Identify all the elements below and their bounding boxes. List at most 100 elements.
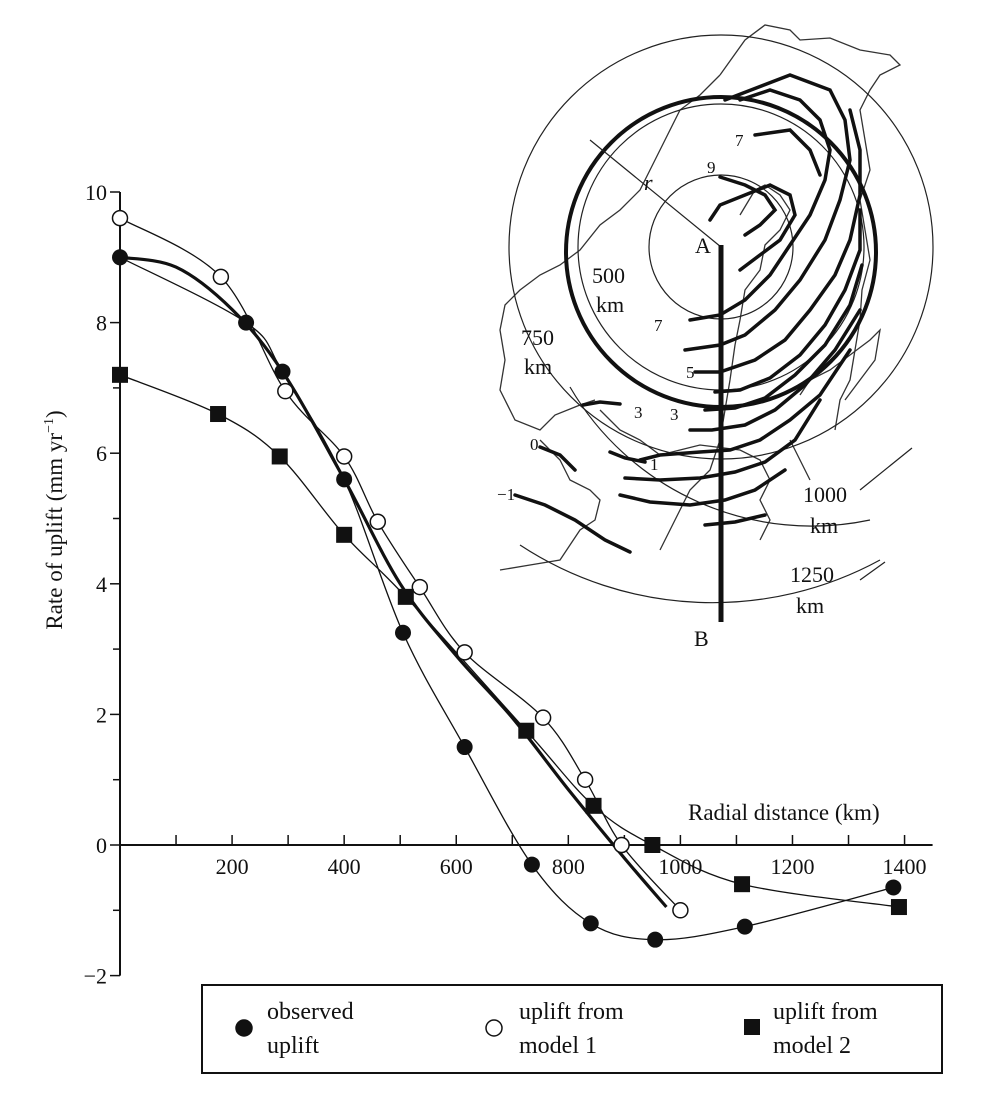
contour-0b [538,445,577,472]
model1-uplift-point [456,644,473,661]
y-tick-label: 10 [85,180,107,205]
contour-0a [623,398,822,482]
contour-label-minus1: −1 [497,485,515,504]
x-tick-label: 800 [552,854,585,879]
ring-label-750-unit: km [524,354,552,379]
model2-uplift-point [210,406,227,423]
ring-label-500-unit: km [596,292,624,317]
y-tick-label: 4 [96,572,107,597]
y-tick-label: −2 [84,964,107,989]
contour-label-3-left: 3 [634,403,643,422]
legend-marker-model2 [744,1019,760,1035]
map-coastline-north [719,24,902,431]
x-tick-label: 200 [216,854,249,879]
observed-uplift-point [336,471,353,488]
model2-uplift-point [518,722,535,739]
x-tick-label: 400 [328,854,361,879]
radius-label: r [644,170,653,195]
profile-label-a: A [695,233,711,258]
model2-uplift-point [734,876,751,893]
x-tick-label: 1000 [658,854,702,879]
legend-marker-model1 [485,1019,503,1037]
model1-uplift-point [335,448,353,465]
contour-label-7-upper: 7 [735,131,744,150]
y-tick-label: 6 [96,441,107,466]
contour-8 [708,183,797,272]
observed-uplift-point [456,739,473,756]
x-tick-label: 1400 [883,854,927,879]
ring-1250km-arc [519,544,881,604]
contour-7a [688,88,832,322]
y-tick-label: 0 [96,833,107,858]
map-coastline-west [499,74,721,431]
radius-line [589,139,722,248]
legend-marker-observed [235,1019,253,1037]
model1-uplift-point [576,771,594,788]
x-tick-label: 1200 [770,854,814,879]
contour-5 [693,108,862,374]
map-coastline-gulf [659,184,791,551]
inset-map: 500 km 750 km 1000 km 1250 km r A B 9 7 … [497,24,934,651]
series-line-thick-curve [119,255,668,909]
contour-4 [713,208,862,394]
contour-6 [683,73,852,352]
model1-uplift-point [534,709,552,726]
model2-uplift-point [112,366,128,383]
model1-uplift-point [111,209,129,227]
x-tick-label: 600 [440,854,473,879]
model1-uplift-point [212,268,230,286]
ring-1250km-arc-right [859,561,886,581]
contour-label-3-right: 3 [670,405,679,424]
contour-label-7-lower: 7 [654,316,663,335]
contour-m2 [703,513,767,527]
model2-uplift-point [585,797,602,814]
contour-m1a [618,468,787,507]
legend-label-observed-line2: uplift [267,1033,319,1059]
observed-uplift-point [647,931,664,948]
observed-uplift-point [274,363,291,380]
profile-label-b: B [694,626,709,651]
observed-uplift-point [112,249,128,266]
contour-m1b [513,493,632,554]
observed-uplift-point [885,879,902,896]
model2-uplift-point [271,448,288,465]
series-lines [119,217,900,941]
series-line-filled-square [119,374,900,908]
legend-label-model1-line1: uplift from [519,999,624,1025]
ring-label-1250-value: 1250 [790,562,834,587]
uplift-contours [513,73,864,554]
legend-label-model1-line2: model 1 [519,1033,597,1059]
observed-uplift-point [395,624,412,641]
y-axis-title-sup: −1 [42,418,57,433]
model2-uplift-point [890,899,907,916]
model1-uplift-point [369,513,387,531]
ring-label-1000-unit: km [810,513,838,538]
model2-uplift-point [644,837,661,853]
model1-uplift-point [277,382,294,400]
contour-1a [638,348,852,462]
contour-2 [688,308,862,432]
series-markers [111,209,907,948]
model1-uplift-point [411,578,429,596]
contour-7b [753,128,822,177]
y-tick-label: 8 [96,311,107,336]
contour-label-0: 0 [530,435,539,454]
legend-label-observed-line1: observed [267,999,354,1025]
observed-uplift-point [736,918,753,935]
legend-label-model2-line2: model 2 [773,1033,851,1059]
x-axis-title: Radial distance (km) [688,800,880,825]
ring-label-500-value: 500 [592,263,625,288]
legend-box [201,984,943,1074]
contour-label-1: 1 [650,455,659,474]
contour-label-5: 5 [686,363,695,382]
map-coastline-south [499,409,771,571]
y-axis-title-main: Rate of uplift (mm yr [42,433,67,630]
legend-label-model2-line1: uplift from [773,999,878,1025]
ring-label-750-value: 750 [521,325,554,350]
contour-3a [703,263,864,412]
model2-uplift-point [397,588,414,605]
ring-label-1000-value: 1000 [803,482,847,507]
contour-1b [608,450,647,464]
